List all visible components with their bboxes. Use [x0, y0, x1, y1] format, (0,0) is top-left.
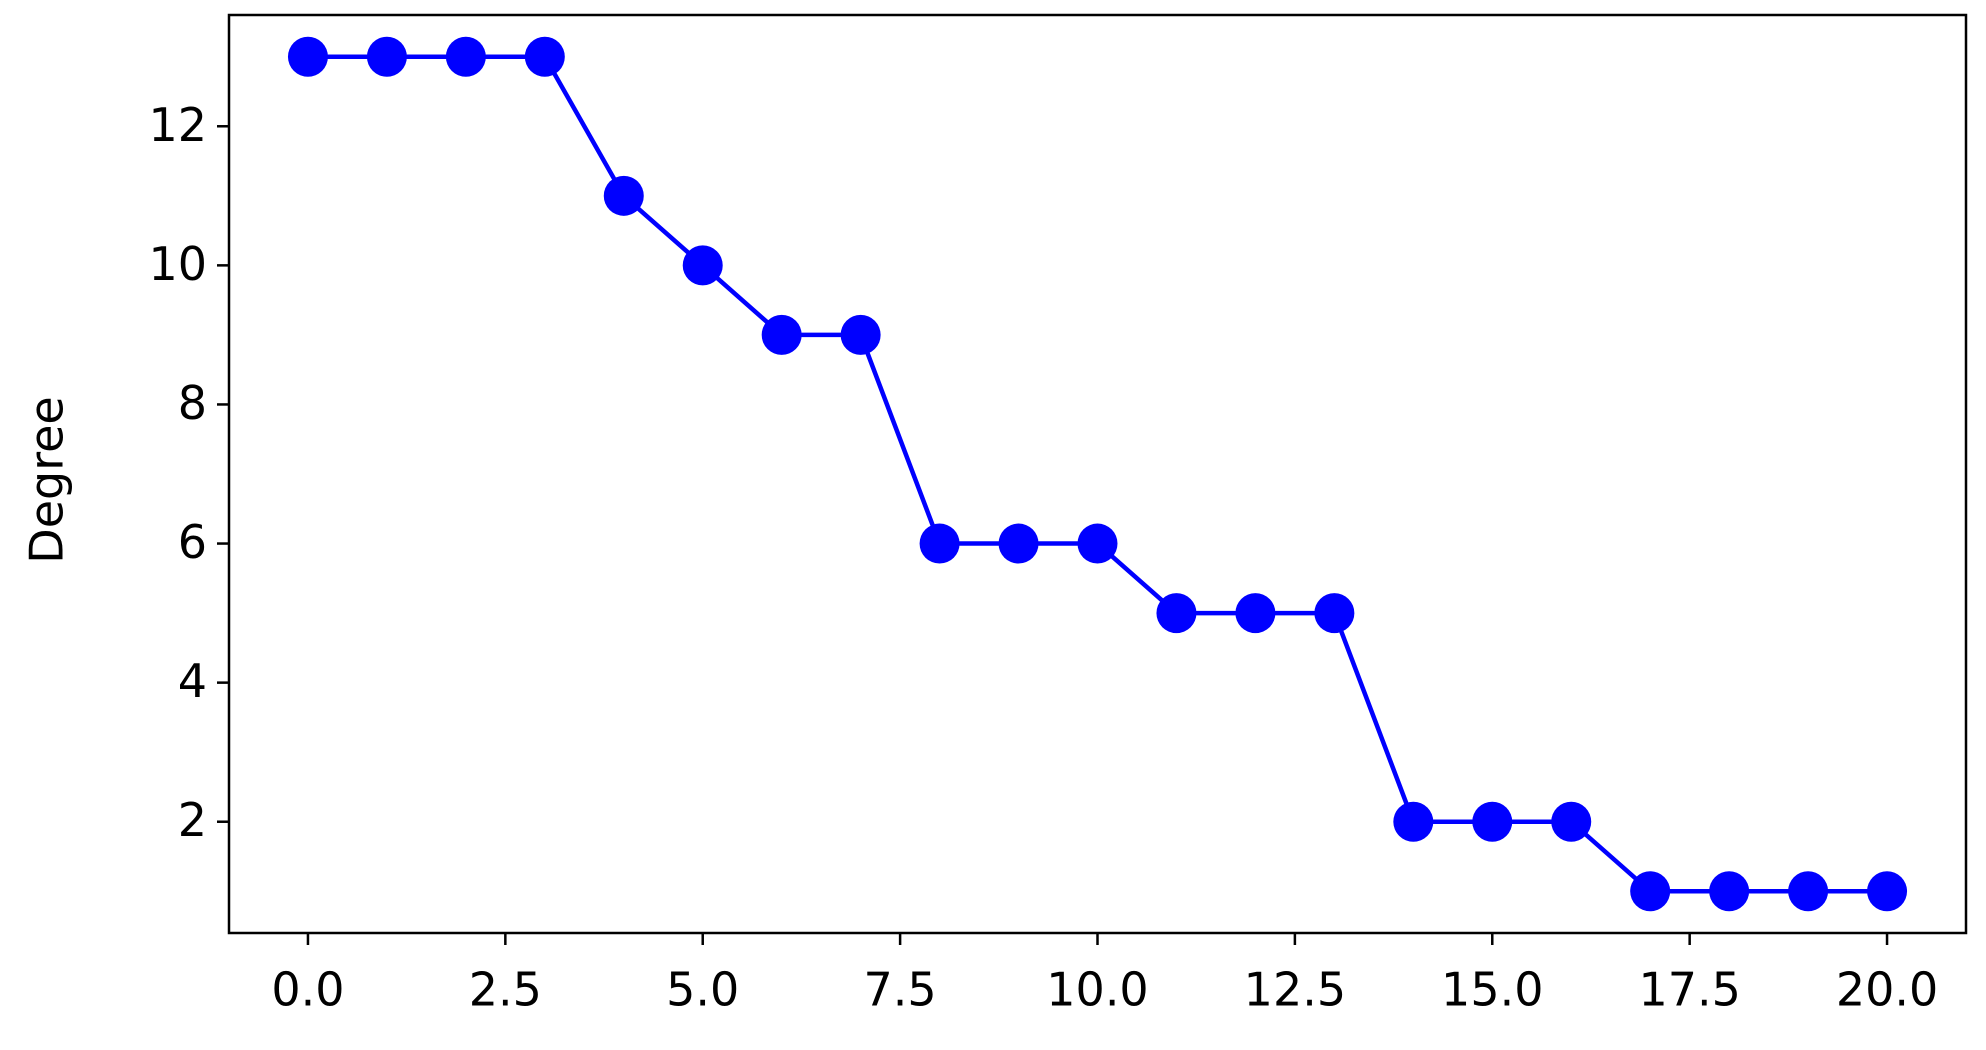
data-point — [1077, 523, 1118, 564]
y-tick-label: 12 — [148, 98, 207, 152]
x-tick-label: 5.0 — [666, 963, 739, 1017]
data-point — [445, 36, 486, 77]
data-point — [1472, 801, 1513, 842]
y-tick-label: 4 — [178, 654, 207, 708]
x-tick-label: 2.5 — [469, 963, 542, 1017]
x-tick-label: 15.0 — [1441, 963, 1543, 1017]
data-point — [1709, 871, 1750, 912]
y-axis-label: Degree — [20, 396, 74, 563]
y-tick-label: 6 — [178, 515, 207, 569]
data-point — [366, 36, 407, 77]
data-point — [603, 175, 644, 216]
data-point — [1867, 871, 1908, 912]
data-point — [1314, 593, 1355, 634]
data-point — [1393, 801, 1434, 842]
data-point — [998, 523, 1039, 564]
data-point — [840, 314, 881, 355]
x-tick-label: 7.5 — [864, 963, 937, 1017]
data-point — [524, 36, 565, 77]
plot-frame — [227, 13, 1968, 935]
data-point — [682, 245, 723, 286]
data-point — [919, 523, 960, 564]
x-tick-label: 20.0 — [1836, 963, 1938, 1017]
data-point — [287, 36, 328, 77]
data-point — [761, 314, 802, 355]
data-point — [1235, 593, 1276, 634]
data-point — [1551, 801, 1592, 842]
x-tick-label: 10.0 — [1046, 963, 1148, 1017]
x-tick-label: 17.5 — [1638, 963, 1740, 1017]
x-tick-label: 12.5 — [1244, 963, 1346, 1017]
y-tick-label: 2 — [178, 793, 207, 847]
y-tick-label: 8 — [178, 376, 207, 430]
data-point — [1788, 871, 1829, 912]
data-line — [307, 54, 1888, 894]
x-tick-label: 0.0 — [271, 963, 344, 1017]
data-point — [1156, 593, 1197, 634]
y-tick-label: 10 — [148, 237, 207, 291]
data-point — [1630, 871, 1671, 912]
